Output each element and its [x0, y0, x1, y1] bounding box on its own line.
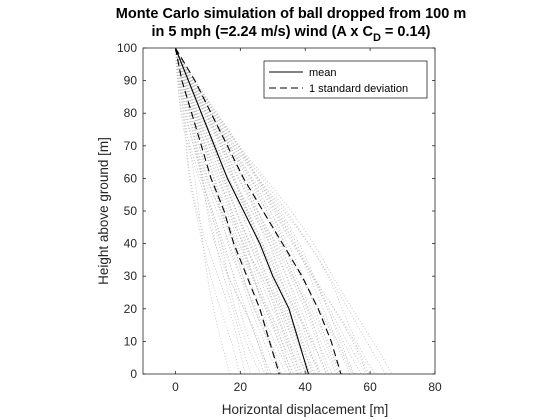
simulation-trace — [175, 47, 370, 375]
legend-entry-label: mean — [309, 67, 337, 79]
simulation-trace — [175, 47, 306, 375]
simulation-trace — [175, 47, 283, 375]
x-tick-label: 20 — [234, 380, 248, 394]
simulation-trace — [175, 47, 311, 375]
x-axis-label: Horizontal displacement [m] — [222, 402, 389, 417]
simulation-trace — [175, 47, 269, 375]
x-tick-label: 40 — [299, 380, 313, 394]
y-tick-label: 40 — [124, 237, 138, 251]
x-tick-label: 80 — [428, 380, 442, 394]
simulation-trace — [175, 47, 393, 375]
simulation-trace — [175, 47, 266, 375]
y-tick-label: 30 — [124, 269, 138, 283]
chart-title-line-1: Monte Carlo simulation of ball dropped f… — [116, 6, 466, 22]
y-tick-label: 60 — [124, 171, 138, 185]
simulation-trace — [175, 47, 367, 375]
simulation-trace — [175, 47, 308, 375]
legend-entry-label: 1 standard deviation — [309, 83, 408, 95]
simulation-trace — [175, 47, 272, 375]
simulation-trace — [175, 47, 351, 375]
simulation-trace — [175, 47, 353, 375]
chart-title-line-2-main: in 5 mph (=2.24 m/s) wind (A x C — [152, 24, 374, 40]
y-tick-label: 70 — [124, 139, 138, 153]
y-tick-label: 90 — [124, 74, 138, 88]
simulation-trace — [175, 47, 281, 375]
chart-title-subscript: D — [373, 32, 381, 44]
legend-box — [263, 60, 428, 99]
simulation-trace — [175, 47, 319, 375]
series-mean-line — [174, 47, 310, 375]
y-tick-label: 10 — [124, 334, 138, 348]
simulation-trace — [175, 47, 292, 375]
simulation-trace — [175, 47, 339, 375]
simulation-trace — [175, 47, 386, 375]
y-tick-label: 0 — [130, 367, 137, 381]
simulation-trace — [175, 47, 261, 375]
y-axis-label: Height above ground [m] — [96, 137, 111, 285]
simulation-trace — [175, 47, 312, 375]
plot-area: 0 20 40 60 80 0 10 20 30 40 50 60 70 80 90 100 mean 1 sta… — [117, 41, 442, 394]
series-std-lower-line — [174, 47, 280, 375]
simulation-trace — [175, 47, 299, 375]
simulation-trace — [175, 47, 279, 375]
simulation-trace — [175, 47, 355, 375]
simulation-trace — [175, 47, 338, 375]
simulation-trace — [175, 47, 302, 375]
simulation-trace — [175, 47, 321, 375]
x-tick-label: 0 — [172, 380, 179, 394]
chart-title-line-2: in 5 mph (=2.24 m/s) wind (A x CD = 0.14… — [152, 24, 431, 44]
series-std-upper-line — [174, 47, 342, 375]
axes-background — [143, 48, 435, 374]
y-tick-label: 80 — [124, 106, 138, 120]
simulation-trace — [175, 47, 327, 375]
y-tick-label: 100 — [117, 41, 137, 55]
simulation-trace — [175, 47, 300, 375]
x-tick-label: 60 — [363, 380, 377, 394]
y-tick-label: 50 — [124, 204, 138, 218]
simulation-trace — [175, 47, 354, 375]
simulation-trace — [175, 47, 252, 375]
simulation-trace — [175, 47, 298, 375]
chart-title-line-2-end: = 0.14) — [381, 24, 431, 40]
simulation-trace — [175, 47, 362, 375]
simulation-trace — [175, 47, 368, 375]
simulation-traces — [175, 47, 393, 375]
legend: mean 1 standard deviation — [263, 60, 428, 99]
simulation-trace — [175, 47, 321, 375]
y-tick-label: 20 — [124, 302, 138, 316]
simulation-trace — [175, 47, 328, 375]
simulation-trace — [175, 47, 321, 375]
